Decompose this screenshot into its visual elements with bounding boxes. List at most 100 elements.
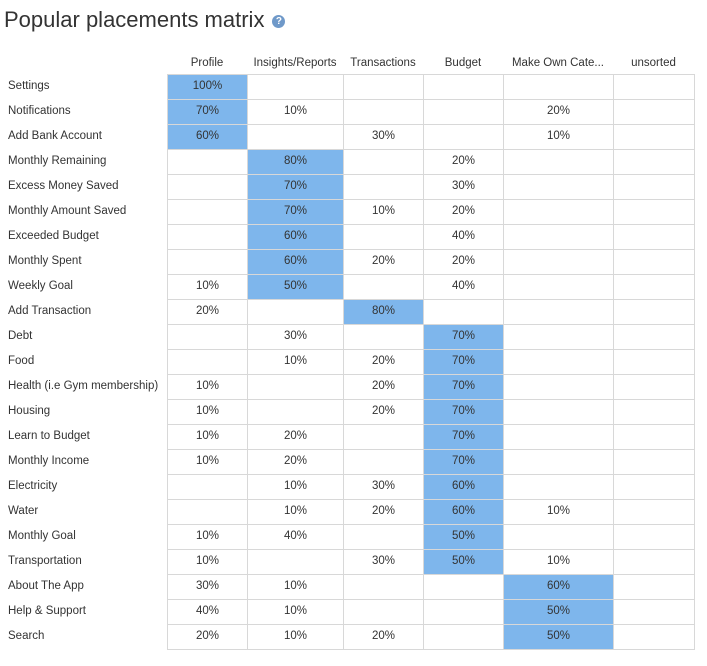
row-label: Learn to Budget bbox=[8, 430, 90, 442]
matrix-cell bbox=[167, 174, 248, 200]
matrix-cell: 40% bbox=[247, 524, 344, 550]
row-label: About The App bbox=[8, 580, 84, 592]
matrix-cell: 20% bbox=[247, 449, 344, 475]
matrix-cell-highlighted: 80% bbox=[343, 299, 424, 325]
page-title: Popular placements matrix bbox=[4, 7, 265, 32]
matrix-cell bbox=[613, 299, 695, 325]
matrix-cell: 20% bbox=[343, 499, 424, 525]
row-label: Exceeded Budget bbox=[8, 230, 99, 242]
matrix-cell bbox=[613, 624, 695, 650]
matrix-cell: 20% bbox=[247, 424, 344, 450]
matrix-cell-highlighted: 70% bbox=[423, 449, 504, 475]
matrix-cell bbox=[423, 99, 504, 125]
matrix-cell-highlighted: 70% bbox=[423, 324, 504, 350]
matrix-cell bbox=[167, 199, 248, 225]
row-label: Add Transaction bbox=[8, 305, 92, 317]
matrix-cell bbox=[503, 374, 614, 400]
matrix-cell: 10% bbox=[167, 449, 248, 475]
matrix-cell: 10% bbox=[247, 624, 344, 650]
row-label: Monthly Income bbox=[8, 455, 90, 467]
row-label: Notifications bbox=[8, 105, 71, 117]
matrix-cell: 20% bbox=[167, 299, 248, 325]
matrix-cell bbox=[613, 99, 695, 125]
matrix-cell: 10% bbox=[167, 399, 248, 425]
row-label: Help & Support bbox=[8, 605, 86, 617]
row-label: Weekly Goal bbox=[8, 280, 73, 292]
matrix-cell bbox=[167, 224, 248, 250]
matrix-cell bbox=[613, 474, 695, 500]
matrix-cell-highlighted: 50% bbox=[247, 274, 344, 300]
matrix-cell: 30% bbox=[343, 124, 424, 150]
matrix-cell bbox=[503, 524, 614, 550]
matrix-cell bbox=[343, 449, 424, 475]
matrix-cell bbox=[167, 499, 248, 525]
matrix-cell bbox=[503, 324, 614, 350]
matrix-cell bbox=[343, 424, 424, 450]
matrix-cell bbox=[503, 149, 614, 175]
matrix-cell bbox=[613, 424, 695, 450]
matrix-cell bbox=[503, 74, 614, 100]
matrix-cell bbox=[613, 374, 695, 400]
matrix-cell bbox=[613, 249, 695, 275]
matrix-cell: 10% bbox=[247, 349, 344, 375]
matrix-cell bbox=[343, 574, 424, 600]
matrix-cell bbox=[613, 324, 695, 350]
row-label: Monthly Amount Saved bbox=[8, 205, 127, 217]
column-header: Transactions bbox=[350, 57, 416, 69]
matrix-cell: 20% bbox=[423, 249, 504, 275]
matrix-cell bbox=[613, 574, 695, 600]
row-label: Transportation bbox=[8, 555, 82, 567]
matrix-cell: 10% bbox=[167, 524, 248, 550]
row-label: Monthly Spent bbox=[8, 255, 82, 267]
column-header: unsorted bbox=[631, 57, 676, 69]
matrix-cell: 10% bbox=[167, 274, 248, 300]
matrix-cell bbox=[343, 74, 424, 100]
matrix-cell bbox=[503, 399, 614, 425]
matrix-cell bbox=[503, 249, 614, 275]
matrix-cell bbox=[343, 224, 424, 250]
row-label: Search bbox=[8, 630, 45, 642]
row-label: Excess Money Saved bbox=[8, 180, 119, 192]
matrix-cell: 20% bbox=[343, 249, 424, 275]
matrix-cell bbox=[343, 274, 424, 300]
row-label: Add Bank Account bbox=[8, 130, 102, 142]
matrix-cell: 10% bbox=[503, 499, 614, 525]
matrix-cell-highlighted: 60% bbox=[247, 249, 344, 275]
matrix-cell-highlighted: 70% bbox=[423, 424, 504, 450]
row-label: Monthly Goal bbox=[8, 530, 76, 542]
help-icon[interactable]: ? bbox=[272, 15, 286, 28]
matrix-cell: 10% bbox=[247, 574, 344, 600]
matrix-cell: 30% bbox=[343, 549, 424, 575]
matrix-cell: 30% bbox=[343, 474, 424, 500]
matrix-cell bbox=[613, 599, 695, 625]
matrix-cell: 40% bbox=[423, 274, 504, 300]
matrix-cell bbox=[423, 299, 504, 325]
matrix-cell bbox=[503, 474, 614, 500]
matrix-cell bbox=[247, 399, 344, 425]
matrix-cell-highlighted: 70% bbox=[167, 99, 248, 125]
matrix-cell bbox=[247, 74, 344, 100]
matrix-cell-highlighted: 50% bbox=[503, 599, 614, 625]
matrix-cell: 40% bbox=[167, 599, 248, 625]
matrix-cell: 20% bbox=[343, 624, 424, 650]
matrix-cell bbox=[503, 199, 614, 225]
matrix-cell bbox=[247, 124, 344, 150]
row-label: Food bbox=[8, 355, 35, 367]
matrix-cell bbox=[613, 549, 695, 575]
matrix-cell bbox=[613, 74, 695, 100]
matrix-cell: 10% bbox=[247, 499, 344, 525]
matrix-cell bbox=[167, 249, 248, 275]
matrix-cell-highlighted: 60% bbox=[503, 574, 614, 600]
matrix-cell bbox=[613, 174, 695, 200]
matrix-cell: 20% bbox=[343, 399, 424, 425]
matrix-cell bbox=[613, 224, 695, 250]
matrix-cell bbox=[247, 549, 344, 575]
matrix-cell-highlighted: 80% bbox=[247, 149, 344, 175]
column-header: Budget bbox=[444, 57, 482, 69]
matrix-cell: 10% bbox=[167, 424, 248, 450]
matrix-cell-highlighted: 60% bbox=[247, 224, 344, 250]
matrix-cell-highlighted: 70% bbox=[423, 399, 504, 425]
title-bar: Popular placements matrix ? bbox=[4, 6, 286, 34]
matrix-cell: 20% bbox=[343, 349, 424, 375]
row-label: Electricity bbox=[8, 480, 58, 492]
